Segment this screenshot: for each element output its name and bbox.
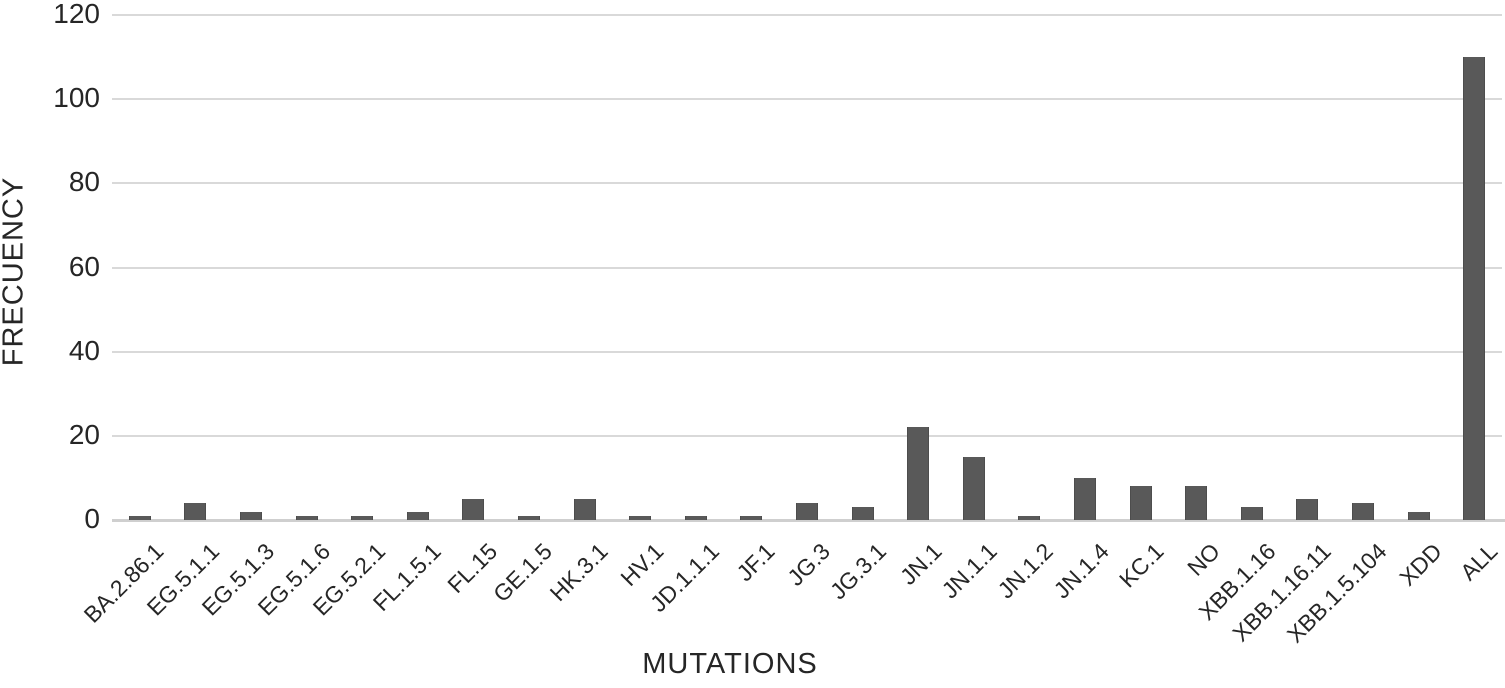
- x-tick-label: JG.3.1: [824, 538, 891, 605]
- bar: [240, 511, 262, 520]
- x-axis-line: [112, 519, 1505, 522]
- bar: [351, 515, 374, 520]
- bar: [1129, 486, 1152, 520]
- bar: [1352, 503, 1374, 520]
- bar: [1240, 507, 1263, 520]
- bar: [684, 515, 707, 520]
- bar: [295, 515, 318, 520]
- gridline: [112, 98, 1502, 101]
- gridline: [112, 182, 1502, 185]
- bar: [462, 499, 485, 520]
- bar: [128, 515, 151, 520]
- x-tick-label: XDD: [1394, 538, 1447, 591]
- x-tick-label: ALL: [1455, 538, 1503, 586]
- bar: [184, 503, 207, 520]
- y-tick-label: 100: [53, 82, 100, 114]
- x-tick-label: JN.1.2: [992, 538, 1058, 604]
- bar: [573, 499, 596, 520]
- bar: [1296, 499, 1319, 520]
- bar: [629, 515, 652, 520]
- x-tick-label: HK.3.1: [544, 538, 613, 607]
- bar: [406, 511, 429, 520]
- x-tick-label: GE.1.5: [488, 538, 558, 608]
- gridline: [112, 350, 1502, 353]
- bar: [1407, 511, 1430, 520]
- bar: [1185, 486, 1208, 520]
- bar: [740, 515, 763, 520]
- x-tick-label: KC.1: [1114, 538, 1169, 593]
- bar: [1463, 57, 1486, 520]
- bar: [1074, 477, 1096, 520]
- y-tick-label: 20: [68, 418, 100, 450]
- x-tick-label: JN.1.4: [1047, 538, 1114, 604]
- y-tick-label: 0: [84, 503, 100, 534]
- bar: [962, 456, 985, 520]
- bar: [851, 507, 874, 520]
- gridline: [112, 14, 1502, 16]
- gridline: [112, 434, 1502, 437]
- y-tick-label: 120: [53, 0, 100, 29]
- gridline: [112, 266, 1502, 269]
- x-axis-title: MUTATIONS: [642, 648, 818, 680]
- bar: [796, 503, 818, 520]
- y-tick-label: 40: [68, 334, 100, 366]
- x-tick-label: JN.1.1: [936, 538, 1003, 604]
- x-tick-label: JF.1: [731, 538, 780, 587]
- bar: [518, 515, 540, 520]
- x-tick-label: NO: [1181, 538, 1225, 581]
- y-tick-label: 60: [68, 250, 100, 282]
- bar: [907, 427, 930, 520]
- bar: [1018, 515, 1041, 520]
- y-tick-label: 80: [68, 166, 100, 198]
